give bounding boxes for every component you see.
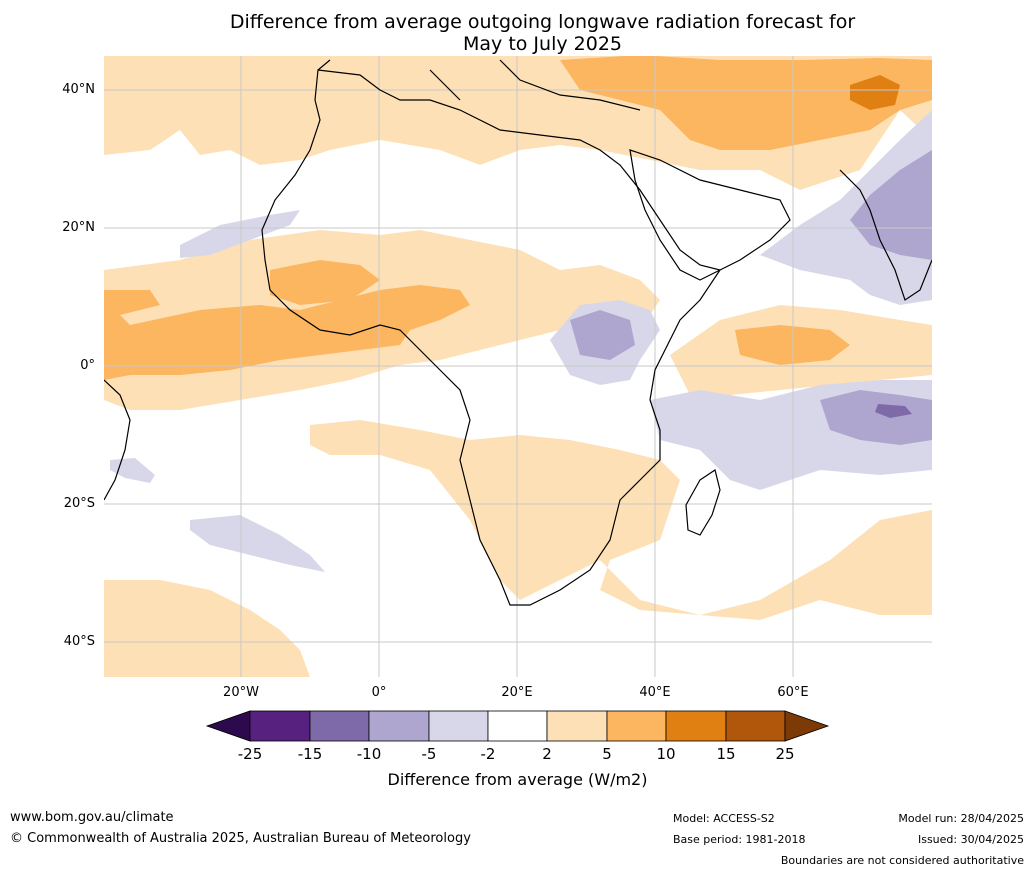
colorbar-tick: -2	[480, 745, 496, 763]
lat-label-20n: 20°N	[62, 220, 95, 235]
colorbar-tick: 15	[716, 745, 736, 763]
coastline-madagascar	[685, 469, 721, 536]
footer-model: Model: ACCESS-S2	[673, 812, 775, 825]
lon-label-40e: 40°E	[639, 685, 671, 700]
graticule	[104, 56, 932, 677]
anomaly-region-lilac-atlantic-west	[110, 458, 155, 483]
lon-label-20e: 20°E	[501, 685, 533, 700]
colorbar-segment-2	[309, 710, 370, 742]
lon-label-60e: 60°E	[777, 685, 809, 700]
colorbar-tick: -25	[237, 745, 263, 763]
colorbar-segment-6	[546, 710, 608, 742]
colorbar-segment-7	[606, 710, 667, 742]
colorbar-segment-5	[487, 710, 548, 742]
lat-label-20s: 20°S	[63, 496, 95, 511]
anomaly-region-light-orange-southern-africa	[310, 420, 932, 620]
lat-label-40n: 40°N	[62, 82, 95, 97]
coastline-india	[839, 169, 932, 301]
colorbar-tick: 25	[775, 745, 795, 763]
colorbar-tick: -10	[356, 745, 382, 763]
anomaly-field	[104, 56, 932, 677]
anomaly-region-purple-india	[850, 150, 932, 260]
anomaly-region-dark-orange-iran	[850, 75, 900, 110]
colorbar-tick: 10	[656, 745, 676, 763]
footer-copyright: © Commonwealth of Australia 2025, Austra…	[10, 831, 471, 846]
colorbar-segment-3	[368, 710, 430, 742]
colorbar-label: Difference from average (W/m2)	[387, 770, 648, 789]
anomaly-region-orange-middle-east	[560, 56, 932, 150]
anomaly-region-purple-indian-ocean	[820, 390, 932, 445]
lon-label-20w: 20°W	[223, 685, 259, 700]
colorbar-tick: -15	[297, 745, 323, 763]
colorbar-tick: 5	[602, 745, 612, 763]
anomaly-region-light-orange-south-atlantic	[104, 580, 310, 677]
coastline-arabia	[629, 149, 791, 281]
footer-model-run: Model run: 28/04/2025	[898, 812, 1024, 825]
colorbar-segment-1	[249, 710, 311, 742]
lon-label-0: 0°	[371, 685, 387, 700]
lat-label-0: 0°	[80, 358, 95, 373]
map-title-line1: Difference from average outgoing longwav…	[229, 11, 856, 33]
anomaly-region-lilac-atlantic-south	[190, 515, 325, 572]
colorbar	[205, 710, 830, 742]
colorbar-segment-9	[725, 710, 786, 742]
colorbar-arrow-low	[205, 710, 251, 742]
map-title-line2: May to July 2025	[463, 33, 622, 55]
coastline-europe	[317, 59, 641, 111]
colorbar-segment-4	[428, 710, 489, 742]
footer-base-period: Base period: 1981-2018	[673, 833, 806, 846]
anomaly-region-lilac-arabian-sea	[760, 110, 932, 305]
anomaly-region-lilac-atlantic-north	[180, 210, 300, 258]
colorbar-arrow-high	[784, 710, 830, 742]
colorbar-tick: -5	[421, 745, 437, 763]
anomaly-region-orange-sahel	[270, 260, 380, 305]
colorbar-tick: 2	[542, 745, 552, 763]
coastlines	[104, 59, 932, 606]
anomaly-region-dark-purple-indian-ocean	[875, 404, 912, 418]
footer-issued: Issued: 30/04/2025	[917, 833, 1024, 846]
anomaly-region-purple-east-africa	[570, 310, 635, 360]
coastline-africa	[261, 69, 721, 606]
coastline-south-america	[104, 379, 131, 501]
colorbar-segment-8	[665, 710, 727, 742]
footer-website-link[interactable]: www.bom.gov.au/climate	[10, 810, 174, 825]
footer-disclaimer: Boundaries are not considered authoritat…	[780, 854, 1024, 867]
lat-label-40s: 40°S	[63, 634, 95, 649]
